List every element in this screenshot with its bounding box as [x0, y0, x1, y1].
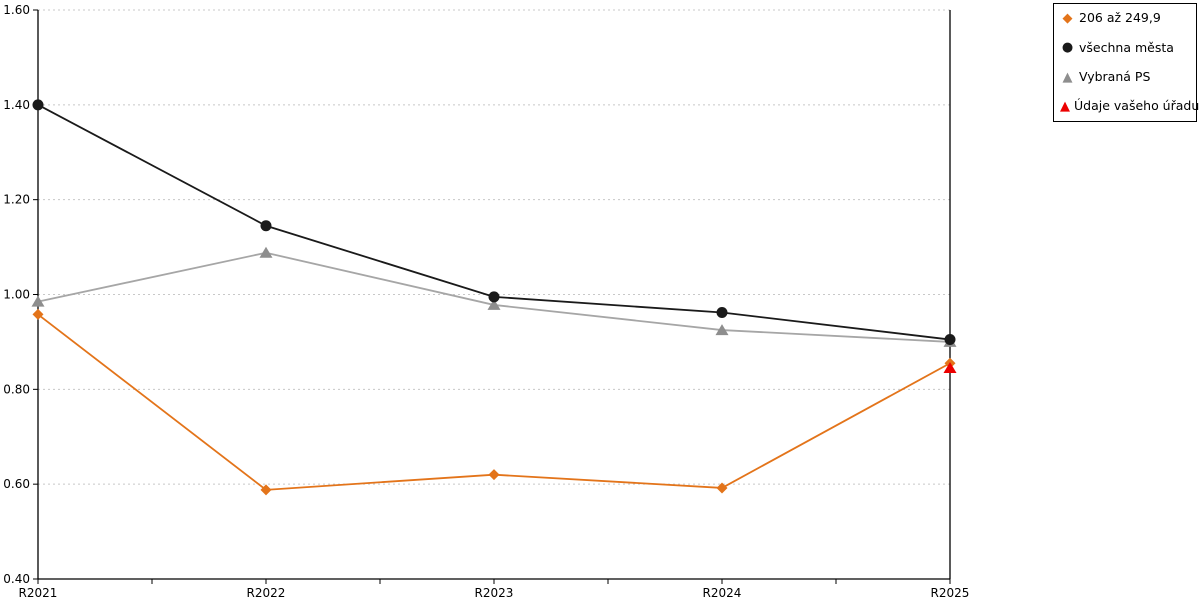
triangle-icon: ▲ [1060, 98, 1070, 114]
triangle-icon: ▲ [1062, 69, 1073, 85]
x-axis-tick-label: R2023 [475, 586, 514, 600]
y-axis-tick-label: 1.60 [3, 3, 30, 17]
legend-item: ▲ Údaje vašeho úřadu [1060, 98, 1200, 114]
x-axis-tick-label: R2025 [931, 586, 970, 600]
x-axis-tick-label: R2022 [247, 586, 286, 600]
legend-item: ◆ 206 až 249,9 [1060, 12, 1196, 25]
y-axis-tick-label: 1.40 [3, 98, 30, 112]
legend-label: Údaje vašeho úřadu [1074, 98, 1200, 114]
y-axis-tick-label: 0.60 [3, 477, 30, 491]
legend-label: 206 až 249,9 [1079, 10, 1161, 26]
x-axis-tick-label: R2024 [703, 586, 742, 600]
y-axis-tick-label: 0.40 [3, 572, 30, 586]
y-axis-tick-label: 1.20 [3, 193, 30, 207]
diamond-icon: ◆ [1062, 11, 1073, 27]
legend-item: ● všechna města [1060, 41, 1196, 54]
legend-item: ▲ Vybraná PS [1060, 68, 1196, 85]
y-axis-tick-label: 1.00 [3, 288, 30, 302]
legend-label: Vybraná PS [1079, 68, 1151, 84]
y-axis-tick-label: 0.80 [3, 382, 30, 396]
legend-label: všechna města [1079, 39, 1174, 55]
legend: ◆ 206 až 249,9 ● všechna města ▲ Vybraná… [1053, 3, 1200, 122]
x-axis-tick-label: R2021 [19, 586, 58, 600]
circle-icon: ● [1061, 40, 1074, 56]
